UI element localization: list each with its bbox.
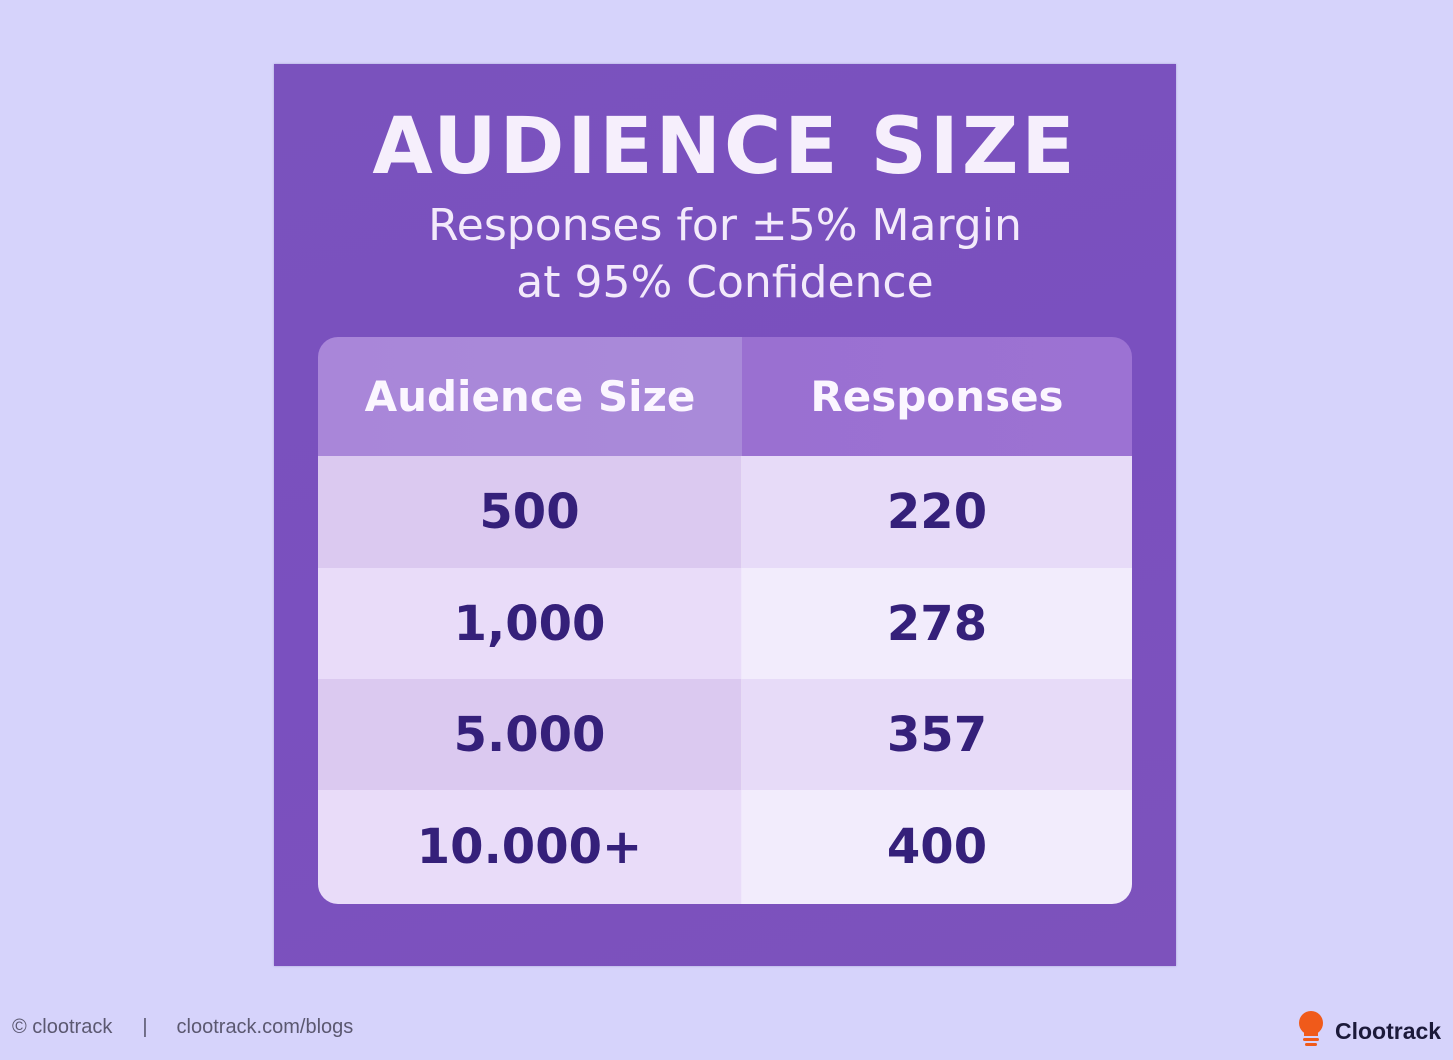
table-cell-responses: 220 [742, 456, 1132, 568]
table-cell-audience: 10.000+ [318, 790, 742, 904]
table-cell-audience: 500 [318, 456, 742, 568]
subtitle: Responses for ±5% Margin at 95% Confiden… [274, 197, 1176, 311]
table-cell-responses: 400 [742, 790, 1132, 904]
page-title: AUDIENCE SIZE [372, 102, 1078, 192]
brand-name: Clootrack [1335, 1018, 1442, 1044]
table-cell-audience: 5.000 [318, 679, 742, 790]
footer-separator: | [142, 1016, 148, 1038]
footer-credits: © clootrack | clootrack.com/blogs [12, 1016, 353, 1039]
copyright-text: © clootrack [12, 1016, 113, 1038]
subtitle-line-2: at 95% Confidence [516, 257, 934, 308]
lightbulb-icon [1297, 1010, 1325, 1053]
brand-logo: Clootrack [1297, 1010, 1441, 1053]
header-audience-size: Audience Size [318, 337, 742, 456]
audience-table: Audience Size Responses 500 220 1,000 27… [318, 337, 1132, 904]
subtitle-line-1: Responses for ±5% Margin [428, 200, 1022, 251]
table-cell-audience: 1,000 [318, 568, 742, 679]
table-cell-responses: 357 [742, 679, 1132, 790]
blog-url-link[interactable]: clootrack.com/blogs [176, 1016, 354, 1038]
table-cell-responses: 278 [742, 568, 1132, 679]
header-responses: Responses [742, 337, 1132, 456]
infographic-card: AUDIENCE SIZE Responses for ±5% Margin a… [274, 64, 1176, 966]
